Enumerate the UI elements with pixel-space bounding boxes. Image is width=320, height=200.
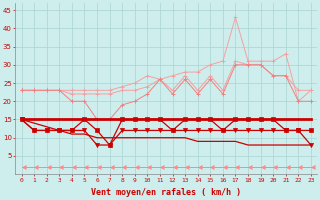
X-axis label: Vent moyen/en rafales ( km/h ): Vent moyen/en rafales ( km/h ) (91, 188, 241, 197)
